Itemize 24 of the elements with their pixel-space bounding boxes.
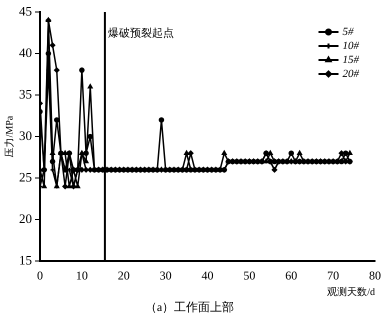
- y-tick-label: 40: [19, 44, 32, 60]
- ref-line-label: 爆破预裂起点: [108, 26, 174, 40]
- legend-label: 10#: [342, 40, 360, 52]
- y-tick-label: 35: [19, 86, 32, 102]
- x-tick-label: 0: [37, 268, 43, 283]
- x-tick-label: 40: [202, 268, 214, 283]
- y-tick-label: 15: [19, 252, 32, 268]
- x-axis-title: 观测天数/d: [327, 286, 375, 298]
- y-tick-label: 30: [19, 128, 32, 144]
- legend-label: 20#: [342, 68, 360, 80]
- y-tick-label: 20: [19, 211, 32, 226]
- x-tick-label: 20: [118, 268, 130, 283]
- text: （a）工作面上部: [144, 300, 234, 314]
- x-tick-label: 70: [327, 268, 340, 283]
- y-tick-label: 45: [19, 3, 32, 18]
- x-tick-label: 50: [243, 268, 256, 283]
- x-tick-label: 30: [160, 268, 172, 283]
- legend-label: 5#: [342, 26, 354, 38]
- x-tick-label: 10: [76, 268, 88, 283]
- x-tick-label: 60: [285, 268, 298, 283]
- y-tick-label: 25: [19, 170, 32, 185]
- y-axis-title: 压力/MPa: [4, 115, 16, 158]
- x-tick-label: 80: [369, 268, 381, 283]
- legend-label: 15#: [342, 54, 360, 66]
